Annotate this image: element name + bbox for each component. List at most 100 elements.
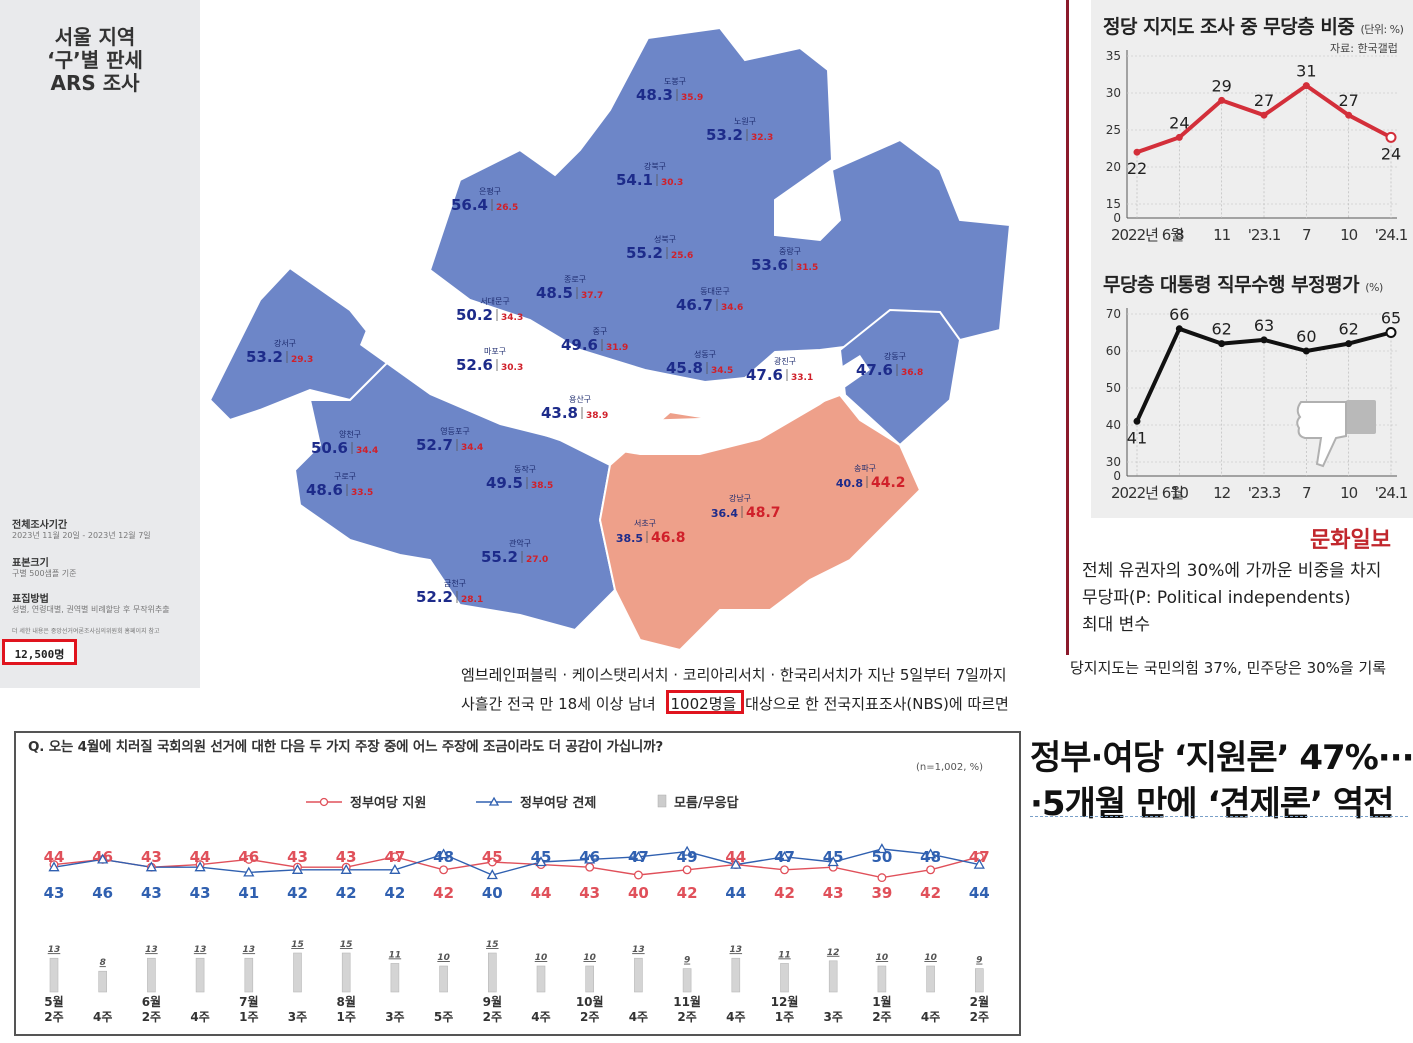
label-check: 47 bbox=[774, 848, 795, 866]
data-point bbox=[1385, 327, 1397, 338]
data-point bbox=[1260, 111, 1268, 119]
data-label: 24 bbox=[1169, 113, 1189, 132]
x-tick-label: '24.1 bbox=[1375, 484, 1408, 502]
poll-trend-frame bbox=[14, 731, 1021, 1036]
article-line-2: 사흘간 전국 만 18세 이상 남녀 1002명을 대상으로 한 전국지표조사(… bbox=[461, 693, 1009, 714]
label-support: 45 bbox=[482, 848, 503, 866]
x-tick-week: 3주 bbox=[824, 1010, 843, 1024]
district-value-a: 55.2 bbox=[626, 244, 663, 262]
district-name: 양천구 bbox=[339, 429, 361, 439]
data-label: 31 bbox=[1296, 62, 1316, 81]
district-value-a: 54.1 bbox=[616, 171, 653, 189]
x-tick-month: 7월 bbox=[239, 994, 258, 1009]
district-value-a: 40.8 bbox=[836, 477, 863, 490]
x-tick-week: 2주 bbox=[44, 1010, 63, 1024]
x-tick-month: 12월 bbox=[771, 994, 799, 1009]
label-dk: 13 bbox=[48, 945, 61, 955]
point-check bbox=[48, 861, 60, 872]
district-name: 중구 bbox=[593, 327, 608, 336]
district-value-b: 25.6 bbox=[671, 251, 693, 261]
bar-dk bbox=[147, 957, 156, 993]
x-tick-week: 2주 bbox=[872, 1010, 891, 1024]
district-value-b: 30.3 bbox=[661, 178, 683, 188]
district-value-a: 45.8 bbox=[666, 359, 703, 377]
data-label: 63 bbox=[1254, 316, 1274, 335]
label-dk: 15 bbox=[486, 940, 499, 950]
label-dk: 10 bbox=[583, 953, 596, 963]
method-text: 성별, 연령대별, 권역별 비례할당 후 무작위추출 bbox=[12, 605, 170, 614]
data-label: 24 bbox=[1381, 144, 1401, 163]
label-support: 43 bbox=[287, 848, 308, 866]
bar-dk bbox=[49, 957, 59, 993]
data-point bbox=[1345, 340, 1353, 348]
label-check: 47 bbox=[628, 848, 649, 866]
x-tick-label: 2022년 6월 bbox=[1111, 226, 1183, 244]
district-value-b: 36.8 bbox=[901, 368, 923, 378]
district-value-a: 50.6 bbox=[311, 439, 348, 457]
district-value-b: 33.1 bbox=[791, 373, 813, 383]
headline-line-2: ·5개월 만에 ‘견제론’ 역전 bbox=[1030, 784, 1394, 824]
x-tick-week: 2주 bbox=[580, 1010, 599, 1024]
point-check bbox=[486, 869, 498, 880]
bar-dk bbox=[439, 965, 448, 993]
point-check bbox=[778, 850, 791, 861]
label-dk: 8 bbox=[100, 958, 106, 968]
label-check: 42 bbox=[384, 884, 405, 902]
district-name: 도봉구 bbox=[664, 77, 686, 86]
x-tick-week: 4주 bbox=[93, 1010, 112, 1024]
label-dk: 10 bbox=[535, 953, 548, 963]
x-tick-month: 9월 bbox=[483, 994, 502, 1009]
sample-size-text: 구별 500샘플 기준 bbox=[12, 569, 77, 578]
x-tick-week: 2주 bbox=[677, 1010, 696, 1024]
district-value-a: 47.6 bbox=[856, 361, 893, 379]
survey-title-line: 서울 지역 bbox=[54, 25, 136, 49]
point-support bbox=[780, 865, 789, 875]
right-text-line-3: 최대 변수 bbox=[1082, 615, 1150, 635]
point-check bbox=[827, 856, 839, 867]
point-support bbox=[877, 873, 887, 883]
district-value-a: 49.6 bbox=[561, 336, 598, 354]
article-line-2-post: 대상으로 한 전국지표조사(NBS)에 따르면 bbox=[745, 695, 1009, 713]
survey-title-line: ‘구’별 판세 bbox=[47, 48, 143, 72]
point-check bbox=[584, 853, 596, 864]
article-line-1: 엠브레인퍼블릭 · 케이스탯리서치 · 코리아리서치 · 한국리서치가 지난 5… bbox=[461, 666, 1007, 684]
x-tick-month: 11월 bbox=[673, 994, 701, 1009]
x-tick-label: 10 bbox=[1171, 484, 1189, 502]
point-support bbox=[682, 865, 692, 875]
vertical-divider bbox=[1066, 0, 1069, 655]
label-dk: 13 bbox=[730, 945, 743, 955]
district-value-a: 43.8 bbox=[541, 404, 578, 422]
label-check: 42 bbox=[287, 884, 308, 902]
district-value-b: 44.2 bbox=[871, 475, 906, 491]
label-support: 40 bbox=[628, 884, 649, 902]
chart-legend: 정부여당 지원 정부여당 견제 모름/무응답 bbox=[306, 794, 739, 811]
article-highlight-sample: 1002명을 bbox=[670, 695, 737, 713]
district-value-b: 31.9 bbox=[606, 343, 628, 353]
district-value-a: 55.2 bbox=[481, 548, 518, 566]
label-check: 44 bbox=[969, 884, 990, 902]
district-value-a: 52.6 bbox=[456, 356, 493, 374]
label-check: 45 bbox=[823, 848, 844, 866]
district-value-b: 34.3 bbox=[501, 313, 523, 323]
district-name: 종로구 bbox=[564, 275, 586, 284]
y-tick-label: 30 bbox=[1106, 86, 1121, 100]
point-check bbox=[924, 848, 937, 859]
chart1-unit: (단위: %) bbox=[1360, 23, 1404, 36]
label-dk: 11 bbox=[389, 950, 402, 960]
district-value-a: 49.5 bbox=[486, 474, 523, 492]
point-check bbox=[194, 861, 206, 872]
x-tick-month: 2월 bbox=[970, 994, 989, 1009]
data-label: 62 bbox=[1211, 320, 1231, 339]
chart2-title: 무당층 대통령 직무수행 부정평가 (%) bbox=[1103, 270, 1383, 297]
